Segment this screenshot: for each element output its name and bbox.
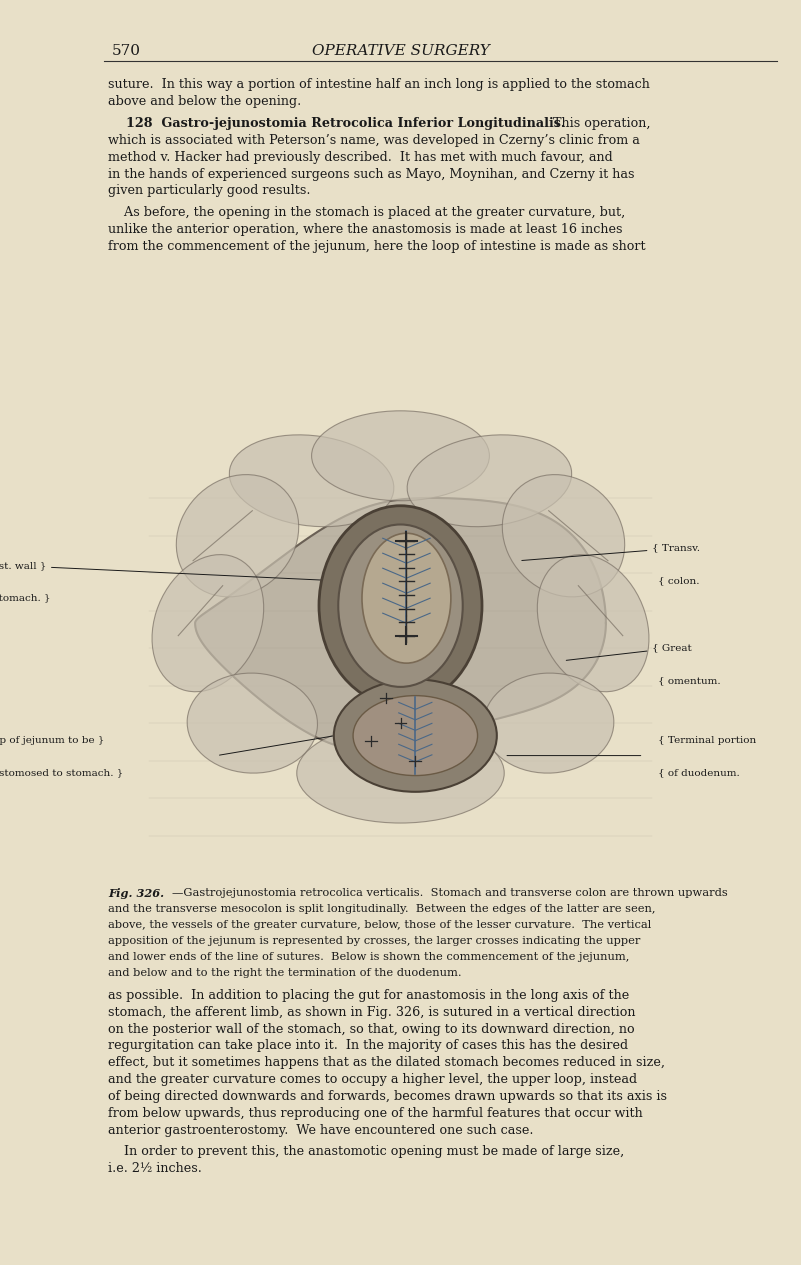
Text: regurgitation can take place into it.  In the majority of cases this has the des: regurgitation can take place into it. In… (108, 1040, 628, 1052)
Text: and the greater curvature comes to occupy a higher level, the upper loop, instea: and the greater curvature comes to occup… (108, 1073, 638, 1087)
Ellipse shape (338, 525, 463, 687)
Text: 570: 570 (112, 44, 141, 58)
Text: as possible.  In addition to placing the gut for anastomosis in the long axis of: as possible. In addition to placing the … (108, 989, 630, 1002)
Ellipse shape (312, 411, 489, 501)
Ellipse shape (296, 724, 505, 824)
Text: i.e. 2½ inches.: i.e. 2½ inches. (108, 1163, 202, 1175)
Text: of being directed downwards and forwards, becomes drawn upwards so that its axis: of being directed downwards and forwards… (108, 1090, 667, 1103)
Text: { Terminal portion: { Terminal portion (658, 736, 757, 745)
Text: effect, but it sometimes happens that as the dilated stomach becomes reduced in : effect, but it sometimes happens that as… (108, 1056, 665, 1069)
Ellipse shape (176, 474, 299, 597)
Polygon shape (195, 498, 606, 751)
Text: Fig. 326.: Fig. 326. (108, 888, 164, 899)
Ellipse shape (187, 673, 317, 773)
Ellipse shape (229, 435, 394, 526)
Text: method v. Hacker had previously described.  It has met with much favour, and: method v. Hacker had previously describe… (108, 151, 613, 163)
Ellipse shape (334, 679, 497, 792)
Ellipse shape (407, 435, 572, 526)
Text: { Great: { Great (566, 644, 692, 660)
Text: and lower ends of the line of sutures.  Below is shown the commencement of the j: and lower ends of the line of sutures. B… (108, 953, 630, 961)
Text: stomach, the afferent limb, as shown in Fig. 326, is sutured in a vertical direc: stomach, the afferent limb, as shown in … (108, 1006, 636, 1018)
Text: 128  Gastro-jejunostomia Retrocolica Inferior Longitudinalis.: 128 Gastro-jejunostomia Retrocolica Infe… (108, 118, 566, 130)
Text: above, the vessels of the greater curvature, below, those of the lesser curvatur: above, the vessels of the greater curvat… (108, 920, 651, 930)
Text: and the transverse mesocolon is split longitudinally.  Between the edges of the : and the transverse mesocolon is split lo… (108, 904, 656, 915)
Text: on the posterior wall of the stomach, so that, owing to its downward direction, : on the posterior wall of the stomach, so… (108, 1022, 634, 1036)
Ellipse shape (152, 554, 264, 692)
Text: This operation,: This operation, (545, 118, 650, 130)
Ellipse shape (362, 534, 451, 663)
Text: from the commencement of the jejunum, here the loop of intestine is made as shor: from the commencement of the jejunum, he… (108, 240, 646, 253)
Text: apposition of the jejunum is represented by crosses, the larger crosses indicati: apposition of the jejunum is represented… (108, 936, 641, 946)
Text: in the hands of experienced surgeons such as Mayo, Moynihan, and Czerny it has: in the hands of experienced surgeons suc… (108, 167, 634, 181)
Text: OPERATIVE SURGERY: OPERATIVE SURGERY (312, 44, 489, 58)
Ellipse shape (319, 506, 482, 706)
Text: Loop of jejunum to be }: Loop of jejunum to be } (0, 736, 104, 745)
Text: As before, the opening in the stomach is placed at the greater curvature, but,: As before, the opening in the stomach is… (108, 206, 626, 219)
Ellipse shape (353, 696, 477, 775)
Text: above and below the opening.: above and below the opening. (108, 95, 301, 109)
Text: Post. wall }: Post. wall } (0, 562, 332, 581)
Text: { omentum.: { omentum. (658, 676, 721, 686)
Text: which is associated with Peterson’s name, was developed in Czerny’s clinic from : which is associated with Peterson’s name… (108, 134, 640, 147)
Text: and below and to the right the termination of the duodenum.: and below and to the right the terminati… (108, 968, 461, 978)
Text: anastomosed to stomach. }: anastomosed to stomach. } (0, 769, 123, 778)
Text: In order to prevent this, the anastomotic opening must be made of large size,: In order to prevent this, the anastomoti… (108, 1145, 625, 1159)
Text: given particularly good results.: given particularly good results. (108, 185, 311, 197)
Text: { colon.: { colon. (658, 576, 700, 586)
Text: suture.  In this way a portion of intestine half an inch long is applied to the : suture. In this way a portion of intesti… (108, 78, 650, 91)
Ellipse shape (537, 554, 649, 692)
Text: of stomach. }: of stomach. } (0, 593, 50, 602)
Text: anterior gastroenterostomy.  We have encountered one such case.: anterior gastroenterostomy. We have enco… (108, 1123, 533, 1136)
Ellipse shape (502, 474, 625, 597)
Text: from below upwards, thus reproducing one of the harmful features that occur with: from below upwards, thus reproducing one… (108, 1107, 643, 1120)
Text: { Transv.: { Transv. (521, 544, 700, 560)
Text: —Gastrojejunostomia retrocolica verticalis.  Stomach and transverse colon are th: —Gastrojejunostomia retrocolica vertical… (172, 888, 728, 898)
Text: { of duodenum.: { of duodenum. (658, 769, 740, 778)
Text: unlike the anterior operation, where the anastomosis is made at least 16 inches: unlike the anterior operation, where the… (108, 223, 622, 237)
Ellipse shape (484, 673, 614, 773)
